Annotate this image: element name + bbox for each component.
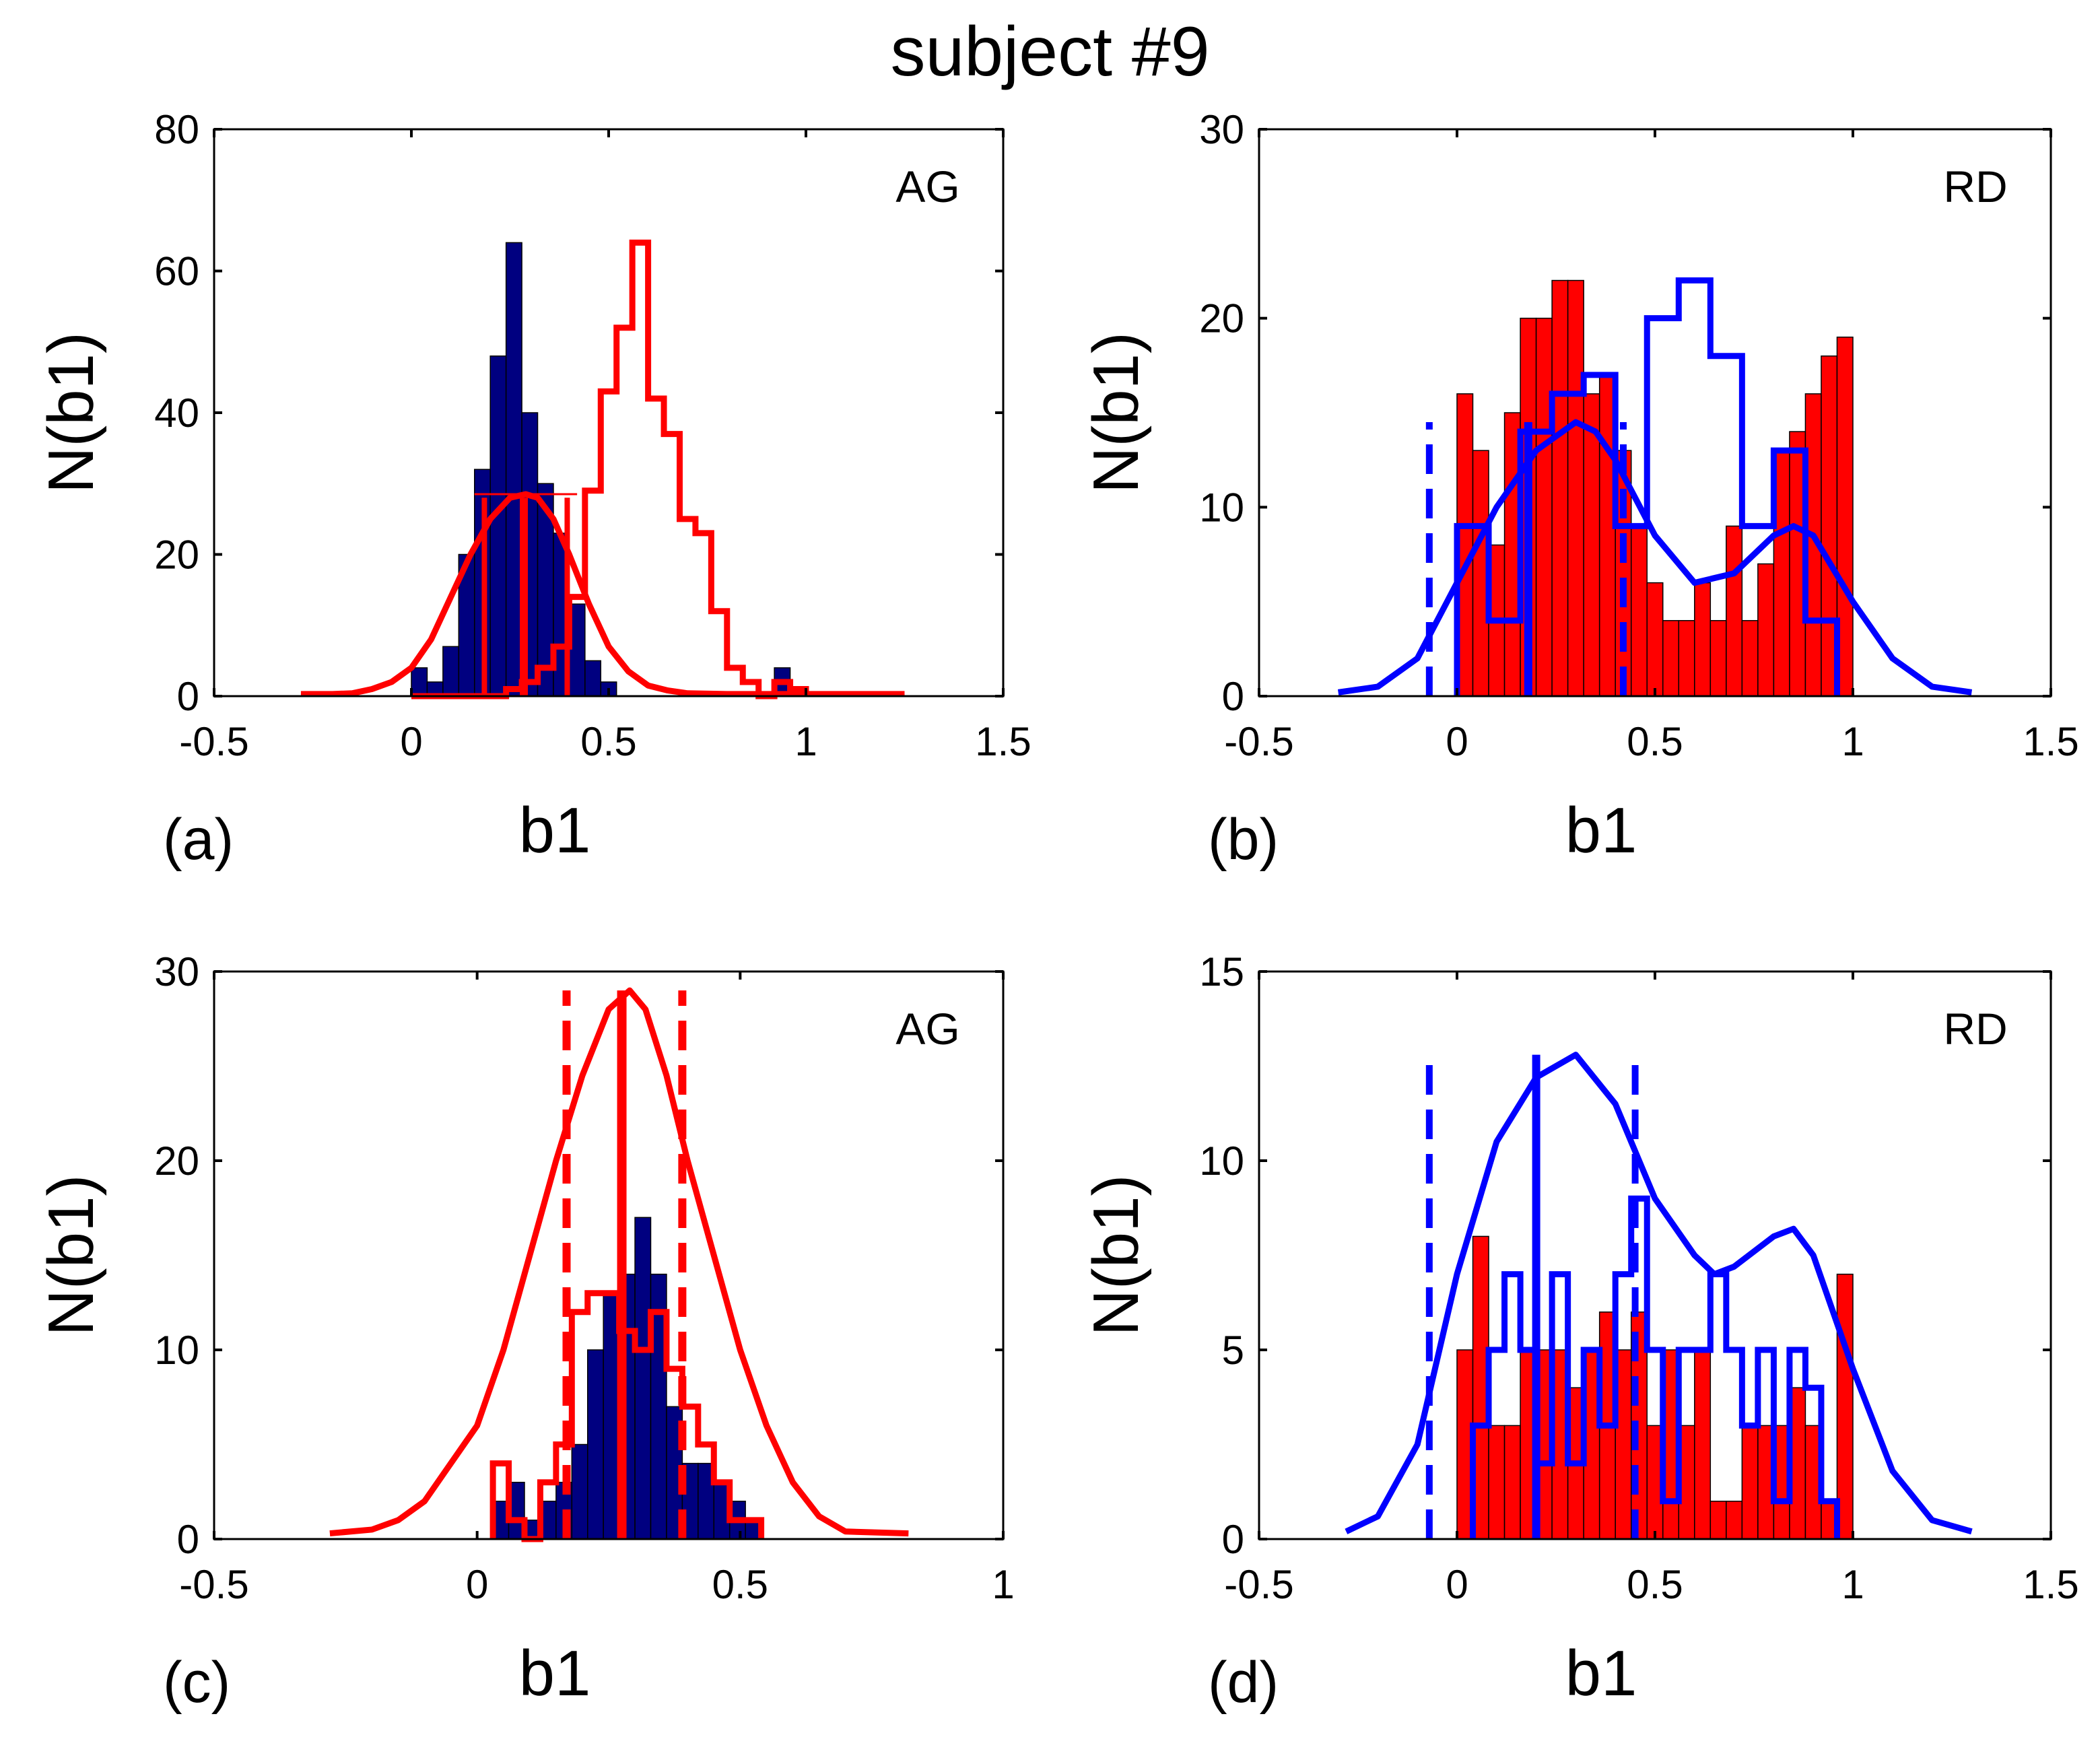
x-tick-label: -0.5 [179, 1562, 248, 1607]
histogram-bar [571, 1443, 588, 1540]
histogram-bar [1535, 317, 1553, 697]
x-tick-label: -0.5 [1224, 1562, 1293, 1607]
x-tick-label: 0 [1446, 719, 1468, 764]
density-curve [1345, 1052, 1973, 1535]
y-tick-label: 60 [154, 249, 199, 294]
histogram-bar [1567, 279, 1584, 697]
y-tick-label: 5 [1222, 1328, 1244, 1373]
step-histogram [1454, 277, 1840, 696]
step-histogram [411, 239, 809, 700]
x-tick-label: 1 [794, 719, 817, 764]
histogram-bar [1741, 619, 1759, 697]
panel-label: (c) [163, 1650, 230, 1715]
histogram-bar [634, 1217, 652, 1540]
panel-tag: AG [895, 1004, 959, 1054]
bar-group [492, 1217, 762, 1540]
x-axis-label: b1 [1565, 1637, 1637, 1709]
x-tick-label: 1.5 [2023, 719, 2078, 764]
panel-tag: RD [1943, 162, 2007, 211]
y-tick-label: 20 [1199, 296, 1244, 341]
y-axis-label: N(b1) [1080, 332, 1152, 493]
x-axis-label: b1 [519, 794, 591, 866]
y-tick-label: 0 [177, 1517, 199, 1562]
y-tick-label: 0 [1222, 1517, 1244, 1562]
panel-label: (b) [1208, 807, 1279, 872]
x-tick-label: 0 [466, 1562, 488, 1607]
x-tick-label: 1.5 [975, 719, 1031, 764]
bar-group [411, 242, 791, 697]
y-tick-label: 40 [154, 390, 199, 436]
x-tick-label: 0 [400, 719, 422, 764]
x-tick-label: 1 [992, 1562, 1014, 1607]
histogram-bar [1678, 619, 1695, 697]
histogram-bar [1741, 1425, 1759, 1540]
y-tick-label: 0 [177, 674, 199, 719]
histogram-bar [1662, 619, 1680, 697]
y-tick-label: 20 [154, 533, 199, 578]
x-axis-label: b1 [1565, 794, 1637, 866]
y-tick-label: 0 [1222, 674, 1244, 719]
histogram-bar [1726, 1501, 1743, 1540]
x-tick-label: 1 [1841, 1562, 1864, 1607]
bar-group [1456, 1235, 1854, 1540]
y-axis-label: N(b1) [35, 332, 107, 493]
x-tick-label: 1 [1841, 719, 1864, 764]
histogram-bar [1630, 525, 1648, 697]
histogram-bar [1726, 525, 1743, 697]
x-tick-label: 0.5 [712, 1562, 768, 1607]
panel-tag: AG [895, 162, 959, 211]
x-tick-label: 0.5 [580, 719, 636, 764]
histogram-bar [505, 242, 522, 697]
histogram-bar [1488, 1425, 1505, 1540]
histogram-bar [1709, 619, 1727, 697]
axes-box [213, 970, 1005, 1540]
histogram-bar [1694, 1349, 1712, 1540]
x-tick-label: 0 [1446, 1562, 1468, 1607]
panel-label: (d) [1208, 1650, 1279, 1715]
histogram-bar [1757, 563, 1775, 697]
y-tick-label: 30 [154, 949, 199, 994]
y-tick-label: 80 [154, 107, 199, 152]
histogram-bar [489, 355, 507, 697]
x-tick-label: 0.5 [1627, 1562, 1683, 1607]
y-tick-label: 30 [1199, 107, 1244, 152]
x-tick-label: -0.5 [179, 719, 248, 764]
axes-box [213, 128, 1005, 697]
histogram-bar [1694, 582, 1712, 697]
histogram-bar [584, 660, 602, 697]
x-tick-label: 0.5 [1627, 719, 1683, 764]
figure-title: subject #9 [890, 13, 1210, 91]
density-curve [1337, 419, 1973, 695]
histogram-bar [1709, 1501, 1727, 1540]
y-tick-label: 10 [154, 1328, 199, 1373]
panel-label: (a) [163, 807, 234, 872]
histogram-bar [586, 1349, 604, 1540]
y-tick-label: 10 [1199, 485, 1244, 530]
step-histogram [1470, 1195, 1840, 1539]
panel-tag: RD [1943, 1004, 2007, 1054]
histogram-bar [1503, 1425, 1521, 1540]
y-axis-label: N(b1) [35, 1174, 107, 1336]
y-tick-label: 10 [1199, 1138, 1244, 1184]
x-axis-label: b1 [519, 1637, 591, 1709]
density-curve [300, 491, 905, 697]
y-tick-label: 15 [1199, 949, 1244, 994]
density-curve [329, 987, 909, 1537]
histogram-bar [442, 646, 460, 697]
x-tick-label: 1.5 [2023, 1562, 2078, 1607]
bar-group [1456, 279, 1854, 697]
histogram-bar [1551, 279, 1569, 697]
histogram-bar [411, 667, 428, 697]
y-axis-label: N(b1) [1080, 1174, 1152, 1336]
x-tick-label: -0.5 [1224, 719, 1293, 764]
y-tick-label: 20 [154, 1138, 199, 1184]
histogram-bar [1646, 582, 1664, 697]
